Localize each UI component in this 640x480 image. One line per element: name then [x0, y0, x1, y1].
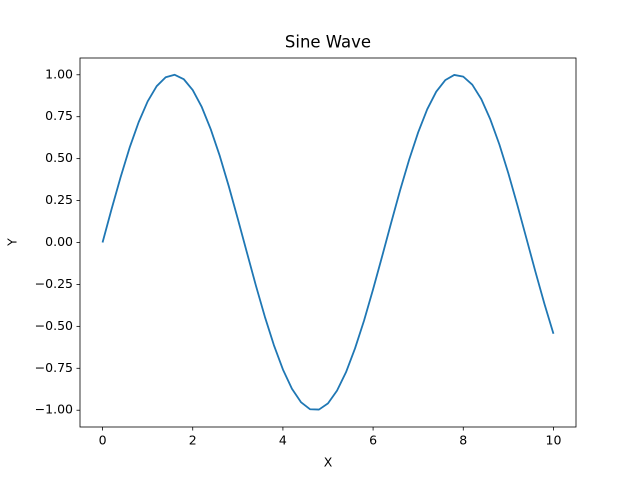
x-axis-label: X — [324, 455, 333, 470]
x-tick-label: 2 — [189, 433, 197, 448]
y-tick-label: −0.50 — [35, 318, 73, 333]
line-series — [101, 73, 555, 411]
y-tick-label: −0.75 — [35, 360, 73, 375]
y-tick-label: 0.75 — [45, 108, 73, 123]
y-tick-label: −0.25 — [35, 276, 73, 291]
plot-frame — [79, 57, 577, 428]
x-tick-label: 8 — [459, 433, 467, 448]
x-tick-label: 4 — [279, 433, 287, 448]
y-tick-label: 1.00 — [45, 66, 73, 81]
y-tick-label: 0.50 — [45, 150, 73, 165]
y-tick-label: 0.25 — [45, 192, 73, 207]
chart-title: Sine Wave — [285, 33, 371, 52]
y-tick-label: −1.00 — [35, 402, 73, 417]
x-tick-label: 10 — [546, 433, 562, 448]
y-tick-label: 0.00 — [45, 234, 73, 249]
y-axis-label: Y — [5, 238, 20, 247]
x-tick-label: 6 — [369, 433, 377, 448]
x-tick-label: 0 — [99, 433, 107, 448]
